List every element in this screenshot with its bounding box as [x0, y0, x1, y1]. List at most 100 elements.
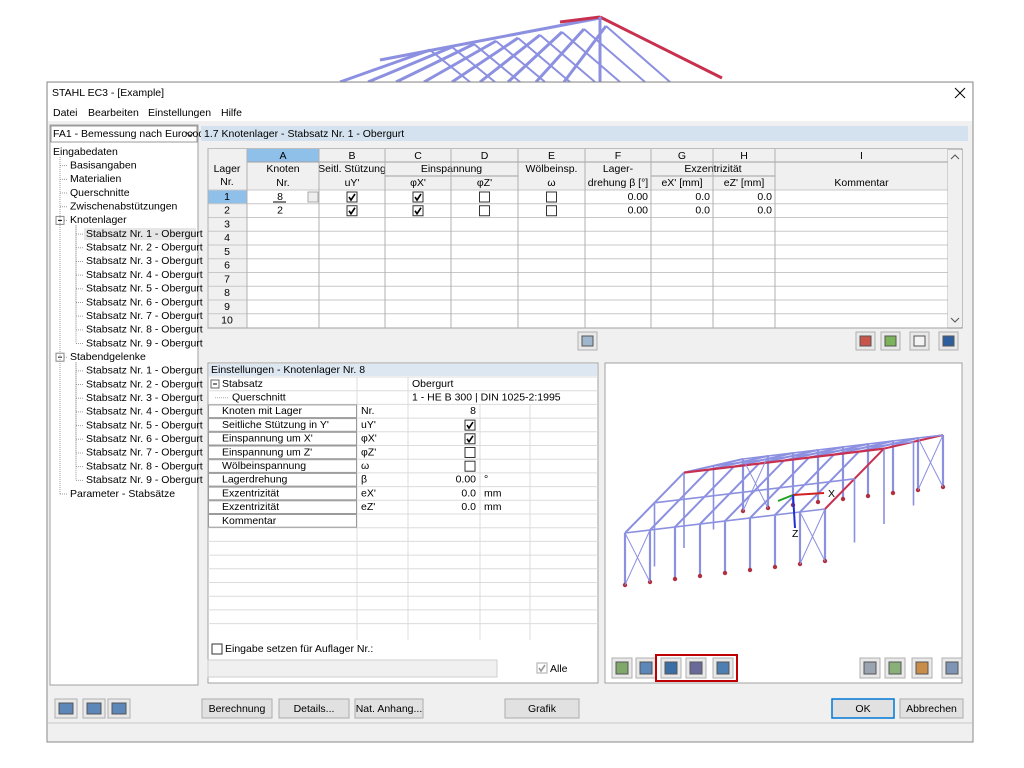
structure-member [683, 447, 885, 474]
row-header [208, 286, 247, 300]
settings-name: Lagerdrehung [222, 474, 288, 486]
button-label[interactable]: Nat. Anhang... [356, 703, 423, 715]
cell-text[interactable]: 0.00 [628, 191, 649, 203]
support-node [865, 493, 871, 499]
button[interactable] [831, 698, 895, 719]
button[interactable] [504, 698, 580, 719]
settings-value[interactable]: 0.00 [456, 474, 477, 486]
tree-item[interactable]: Materialien [70, 173, 122, 185]
support-node [697, 573, 703, 579]
tree-item[interactable]: Querschnitte [70, 187, 130, 199]
button-label[interactable]: Abbrechen [906, 703, 957, 715]
settings-checkbox[interactable] [464, 460, 476, 472]
button[interactable] [201, 698, 273, 719]
tree-item[interactable]: Zwischenabstützungen [70, 201, 178, 213]
settings-value[interactable]: 8 [470, 405, 476, 417]
settings-value[interactable]: 0.0 [461, 501, 476, 513]
tree-item[interactable]: Stabsatz Nr. 6 - Obergurt [86, 433, 203, 445]
support-node [672, 576, 678, 582]
tree-item[interactable]: Stabsatz Nr. 4 - Obergurt [86, 269, 203, 281]
settings-title-bar [209, 364, 597, 376]
tree-item[interactable]: Stabsatz Nr. 6 - Obergurt [86, 296, 203, 308]
settings-name: Exzentrizität [222, 501, 279, 513]
button-label[interactable]: Berechnung [209, 703, 266, 715]
table-checkbox[interactable] [479, 205, 490, 217]
background-beam [423, 39, 497, 84]
tree-item[interactable]: Stabsatz Nr. 3 - Obergurt [86, 392, 203, 404]
tree-item[interactable]: Stabsatz Nr. 3 - Obergurt [86, 255, 203, 267]
tree-item[interactable]: Stabsatz Nr. 4 - Obergurt [86, 406, 203, 418]
tree-item[interactable]: Basisangaben [70, 159, 137, 171]
settings-checkbox[interactable] [464, 433, 476, 445]
panel-title-bar [201, 126, 968, 141]
column-letter: H [740, 150, 748, 162]
cell-text[interactable]: 0.0 [695, 191, 710, 203]
settings-name: Knoten mit Lager [222, 405, 302, 417]
set-label[interactable]: Eingabe setzen für Auflager Nr.: [225, 643, 373, 655]
background-beam [479, 33, 541, 84]
column-sub-header: Nr. [276, 177, 289, 189]
settings-checkbox[interactable] [464, 419, 476, 431]
button-label[interactable]: OK [855, 703, 870, 715]
tree-item[interactable]: Parameter - Stabsätze [70, 488, 175, 500]
tree-item[interactable]: Stabsatz Nr. 8 - Obergurt [86, 460, 203, 472]
tree-item[interactable]: Stabsatz Nr. 7 - Obergurt [86, 447, 203, 459]
tree-item[interactable]: Stabsatz Nr. 8 - Obergurt [86, 324, 203, 336]
tree-item[interactable]: Stabsatz Nr. 2 - Obergurt [86, 378, 203, 390]
tree-item[interactable]: Stabsatz Nr. 5 - Obergurt [86, 419, 203, 431]
tree-item[interactable]: Stabsatz Nr. 9 - Obergurt [86, 337, 203, 349]
table-checkbox[interactable] [412, 191, 424, 203]
menu-item[interactable]: Einstellungen [148, 107, 211, 119]
navigator [49, 124, 199, 686]
cell-text[interactable]: 0.0 [757, 205, 772, 217]
table-checkbox[interactable] [412, 205, 424, 217]
settings-name-cell [208, 404, 357, 419]
axis-label: X [828, 488, 835, 500]
tree-item[interactable]: Eingabedaten [53, 146, 118, 158]
settings-name-cell [208, 486, 357, 501]
background-beam [451, 36, 519, 84]
table-checkbox[interactable] [346, 191, 358, 203]
column-sub-header: φZ' [477, 177, 492, 189]
tree-item[interactable]: Stabsatz Nr. 7 - Obergurt [86, 310, 203, 322]
button-label[interactable]: Grafik [528, 703, 557, 715]
tree-item[interactable]: Stabsatz Nr. 5 - Obergurt [86, 283, 203, 295]
column-letter: F [615, 150, 621, 162]
row-number: 9 [224, 301, 230, 313]
tree-item[interactable]: Knotenlager [70, 214, 127, 226]
settings-symbol: eZ' [361, 501, 375, 513]
case-label[interactable]: FA1 - Bemessung nach Eurocod [53, 128, 204, 140]
cell-browse-button[interactable] [307, 191, 319, 203]
menu-item[interactable]: Hilfe [221, 107, 242, 119]
table-checkbox[interactable] [546, 205, 557, 217]
cell-text[interactable]: 0.00 [628, 205, 649, 217]
settings-checkbox[interactable] [464, 447, 476, 458]
background-beam [534, 27, 586, 84]
menu-item[interactable]: Bearbeiten [88, 107, 139, 119]
cell-text[interactable]: 0.0 [757, 191, 772, 203]
button[interactable] [354, 698, 424, 719]
tree-item[interactable]: Stabendgelenke [70, 351, 146, 363]
set-checkbox[interactable] [211, 643, 223, 655]
cell-text[interactable]: 0.0 [695, 205, 710, 217]
settings-value[interactable]: 0.0 [461, 487, 476, 499]
table-checkbox[interactable] [546, 191, 557, 203]
cell-text[interactable]: 8 [277, 191, 283, 203]
case-dropdown[interactable] [50, 125, 198, 143]
settings-symbol: ω [361, 460, 369, 472]
tree-item[interactable]: Stabsatz Nr. 9 - Obergurt [86, 474, 203, 486]
all-checkbox[interactable] [536, 662, 548, 674]
tree-item[interactable]: Stabsatz Nr. 1 - Obergurt [86, 228, 203, 240]
cell-text[interactable]: 2 [277, 205, 283, 217]
table-checkbox[interactable] [479, 191, 490, 203]
button[interactable] [899, 698, 964, 719]
settings-name: Exzentrizität [222, 487, 279, 499]
window-title: STAHL EC3 - [Example] [52, 87, 164, 99]
button[interactable] [278, 698, 350, 719]
row-header [208, 203, 247, 218]
menu-item[interactable]: Datei [53, 107, 78, 119]
table-checkbox[interactable] [346, 205, 358, 217]
tree-item[interactable]: Stabsatz Nr. 2 - Obergurt [86, 242, 203, 254]
tree-item[interactable]: Stabsatz Nr. 1 - Obergurt [86, 365, 203, 377]
button-label[interactable]: Details... [294, 703, 335, 715]
